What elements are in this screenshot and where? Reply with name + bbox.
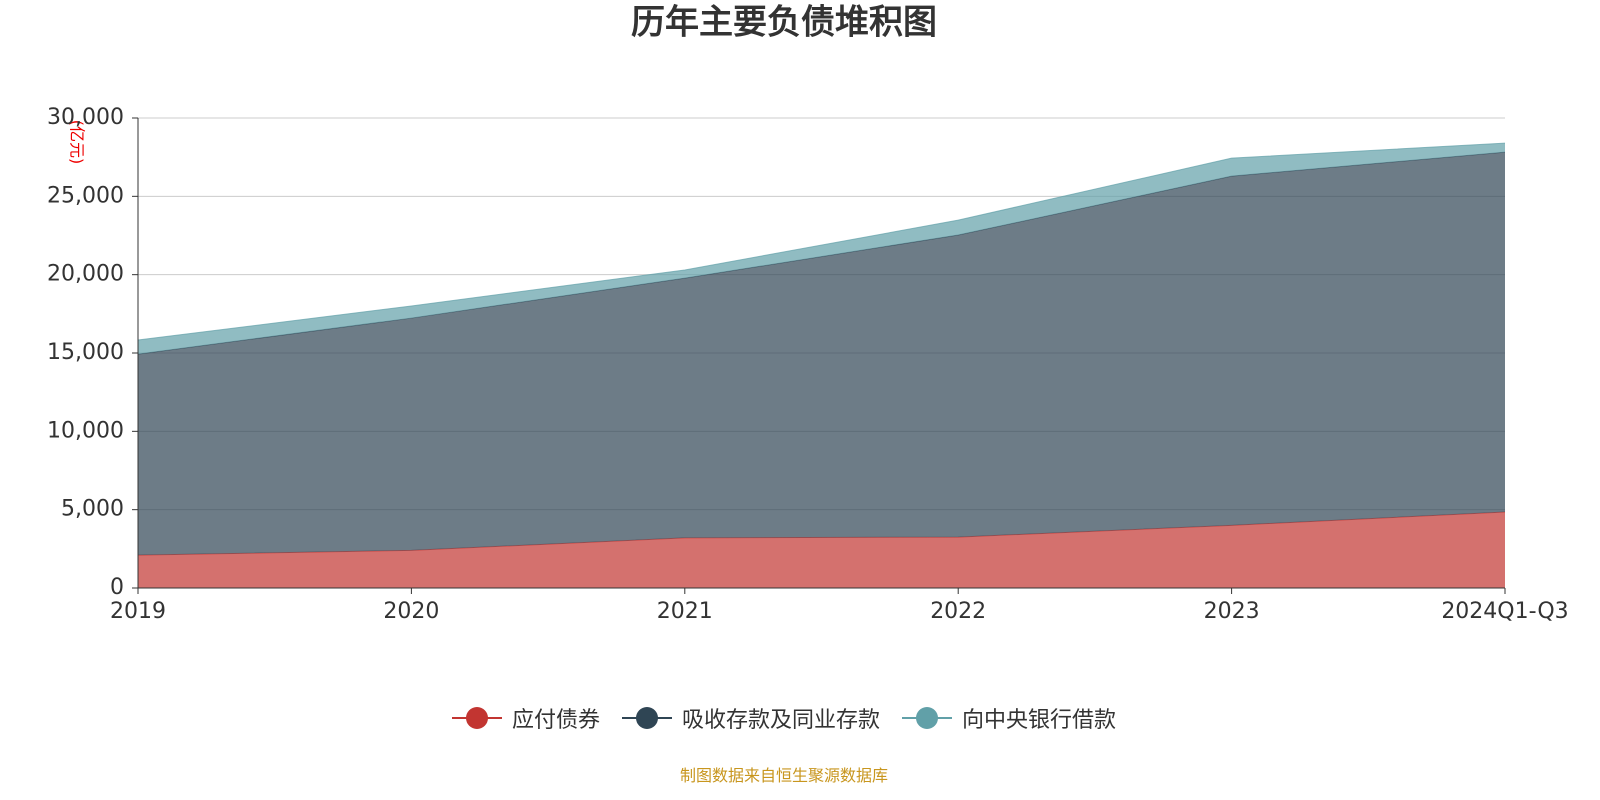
area-line xyxy=(137,142,1506,341)
chart: 历年主要负债堆积图 (亿元) 0 5,000 10,000 15,000 20,000 2… xyxy=(47,3,1569,625)
legend-item[interactable]: 吸收存款及同业存款 xyxy=(621,702,880,734)
y-tick-label: 25,000 xyxy=(47,183,124,208)
x-tick-label: 2023 xyxy=(1204,599,1260,624)
source-note: 制图数据来自恒生聚源数据库 xyxy=(679,766,888,785)
y-tick-label: 30,000 xyxy=(47,105,124,130)
area xyxy=(138,152,1505,556)
x-tick-label: 2024Q1-Q3 xyxy=(1441,599,1568,624)
legend: 应付债券 吸收存款及同业存款 向中央银行借款 xyxy=(0,702,1568,734)
y-tick-label: 10,000 xyxy=(47,418,124,443)
chart-title: 历年主要负债堆积图 xyxy=(631,3,937,43)
area xyxy=(138,143,1505,355)
legend-label: 吸收存款及同业存款 xyxy=(681,708,880,733)
legend-icon xyxy=(451,707,502,729)
y-axis-label: (亿元) xyxy=(68,120,87,165)
area xyxy=(138,512,1505,588)
y-tick-label: 15,000 xyxy=(47,340,124,365)
legend-item[interactable]: 向中央银行借款 xyxy=(902,702,1116,734)
x-tick-label: 2021 xyxy=(657,599,713,624)
legend-label: 应付债券 xyxy=(511,708,600,733)
y-tick-label: 20,000 xyxy=(47,262,124,287)
legend-icon xyxy=(902,707,952,729)
y-tick-label: 0 xyxy=(110,575,124,600)
x-tick-label: 2020 xyxy=(383,599,439,624)
x-tick-label: 2022 xyxy=(930,599,986,624)
legend-icon xyxy=(621,707,672,729)
x-tick-label: 2019 xyxy=(110,599,166,624)
legend-label: 向中央银行借款 xyxy=(962,708,1117,733)
legend-item[interactable]: 应付债券 xyxy=(451,702,600,734)
y-tick-label: 5,000 xyxy=(61,497,124,522)
